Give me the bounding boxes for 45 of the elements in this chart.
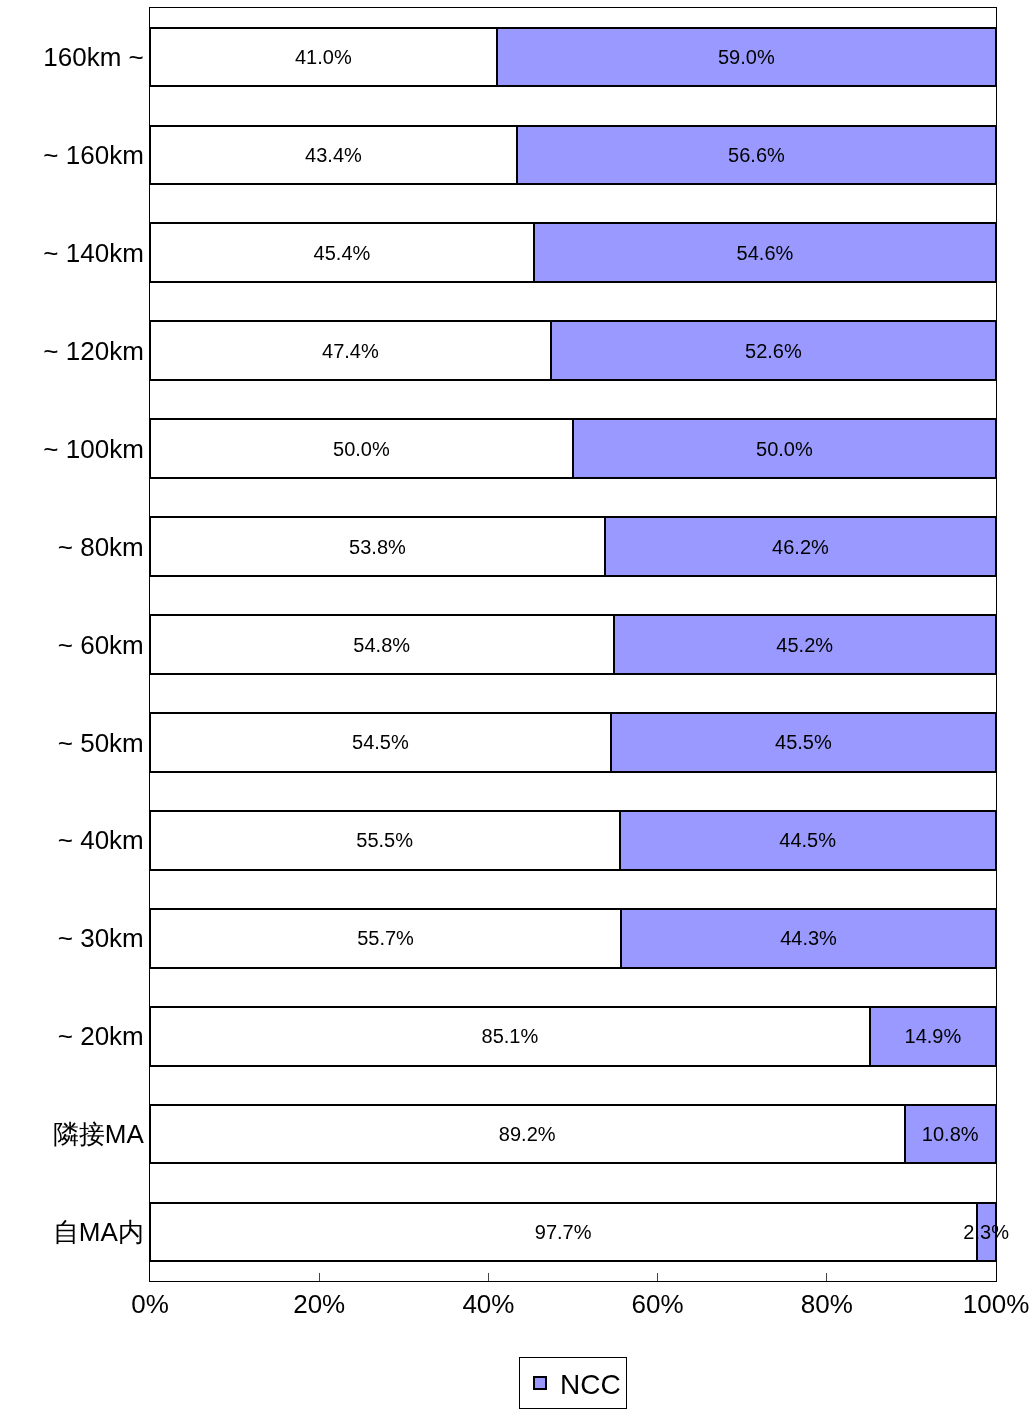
data-label: 43.4% bbox=[305, 143, 363, 166]
x-tick-label: 80% bbox=[800, 1289, 853, 1320]
data-label: 59.0% bbox=[717, 45, 775, 68]
y-tick-label: 自MA内 bbox=[52, 1217, 144, 1248]
data-label: 44.3% bbox=[780, 927, 838, 950]
x-tick-label: 0% bbox=[131, 1289, 169, 1320]
y-tick-label: ~ 80km bbox=[57, 531, 144, 562]
data-label: 89.2% bbox=[498, 1123, 556, 1146]
data-label: 54.8% bbox=[353, 633, 411, 656]
data-label: 46.2% bbox=[772, 535, 830, 558]
y-tick-label: 160km ~ bbox=[43, 42, 144, 73]
data-label: 10.8% bbox=[921, 1123, 979, 1146]
data-label: 45.2% bbox=[776, 633, 834, 656]
y-tick-label: ~ 140km bbox=[43, 237, 144, 268]
data-label: 44.5% bbox=[779, 829, 837, 852]
data-label: 56.6% bbox=[728, 143, 786, 166]
y-tick-label: ~ 40km bbox=[57, 825, 144, 856]
data-label: 97.7% bbox=[534, 1221, 592, 1244]
data-label: 50.0% bbox=[756, 437, 813, 460]
data-label: 52.6% bbox=[745, 339, 802, 362]
data-label: 47.4% bbox=[322, 339, 379, 362]
y-tick-label: 隣接MA bbox=[52, 1119, 145, 1150]
y-tick-label: ~ 60km bbox=[57, 629, 144, 660]
data-label: 85.1% bbox=[481, 1025, 539, 1048]
data-label: 14.9% bbox=[904, 1025, 962, 1048]
data-label: 55.5% bbox=[356, 829, 414, 852]
x-tick-label: 40% bbox=[462, 1289, 515, 1320]
legend-label: NCC bbox=[560, 1369, 621, 1400]
y-tick-label: ~ 30km bbox=[57, 923, 144, 954]
y-tick-label: ~ 20km bbox=[57, 1021, 144, 1052]
data-label: 54.6% bbox=[736, 241, 794, 264]
y-tick-label: ~ 120km bbox=[43, 335, 144, 366]
data-label: 45.4% bbox=[313, 241, 371, 264]
data-label: 53.8% bbox=[349, 535, 407, 558]
x-tick-label: 20% bbox=[293, 1289, 346, 1320]
data-label: 45.5% bbox=[775, 731, 832, 754]
x-tick-label: 100% bbox=[962, 1289, 1030, 1320]
data-label: 54.5% bbox=[352, 731, 409, 754]
data-label: 55.7% bbox=[357, 927, 415, 950]
y-tick-label: ~ 160km bbox=[43, 139, 144, 170]
data-label: 50.0% bbox=[333, 437, 390, 460]
y-tick-label: ~ 50km bbox=[57, 727, 144, 758]
x-tick-label: 60% bbox=[631, 1289, 684, 1320]
y-tick-label: ~ 100km bbox=[43, 433, 144, 464]
data-label: 41.0% bbox=[294, 45, 352, 68]
